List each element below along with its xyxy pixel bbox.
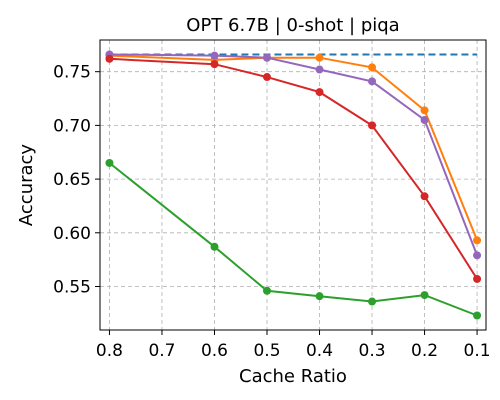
series-line	[109, 57, 478, 280]
data-point	[473, 236, 482, 245]
data-point	[473, 251, 482, 260]
data-point	[210, 242, 219, 251]
x-tick-label: 0.1	[464, 341, 491, 361]
series-3	[105, 54, 482, 283]
x-tick-label: 0.5	[253, 341, 280, 361]
data-point	[315, 65, 324, 74]
data-point	[368, 121, 377, 130]
data-point	[105, 54, 114, 63]
y-tick-label: 0.55	[53, 278, 91, 298]
data-point	[315, 53, 324, 62]
data-point	[315, 88, 324, 97]
series-2	[105, 50, 482, 260]
y-tick-label: 0.75	[53, 63, 91, 83]
x-tick-label: 0.6	[201, 341, 228, 361]
data-point	[473, 274, 482, 283]
x-tick-label: 0.7	[148, 341, 175, 361]
data-point	[315, 292, 324, 301]
x-tick-label: 0.3	[359, 341, 386, 361]
y-axis-label: Accuracy	[16, 144, 37, 227]
data-point	[210, 60, 219, 69]
series-4	[105, 158, 482, 320]
series-line	[109, 54, 479, 241]
chart-title: OPT 6.7B | 0-shot | piqa	[186, 15, 399, 36]
plot-area-frame	[99, 39, 487, 331]
data-point	[420, 106, 429, 115]
data-point	[263, 286, 272, 295]
data-point	[210, 51, 219, 60]
data-point	[420, 291, 429, 300]
data-point	[368, 63, 377, 72]
series-layer	[105, 50, 482, 320]
data-point	[368, 77, 377, 86]
y-tick-label: 0.65	[53, 170, 91, 190]
data-point	[263, 53, 272, 62]
data-point	[263, 73, 272, 82]
data-point	[420, 192, 429, 201]
data-point	[420, 116, 429, 125]
y-tick-label: 0.60	[53, 224, 91, 244]
x-axis-label: Cache Ratio	[239, 366, 347, 387]
data-point	[473, 311, 482, 320]
axis-ticks: 0.8 0.7 0.6 0.5 0.4 0.3 0.2 0.1 0.55 0.60 0.65 0.70…	[53, 63, 490, 361]
x-tick-label: 0.4	[306, 341, 333, 361]
data-point	[105, 158, 114, 167]
x-tick-label: 0.2	[411, 341, 438, 361]
data-point	[368, 297, 377, 306]
y-tick-label: 0.70	[53, 116, 91, 136]
x-tick-label: 0.8	[96, 341, 123, 361]
